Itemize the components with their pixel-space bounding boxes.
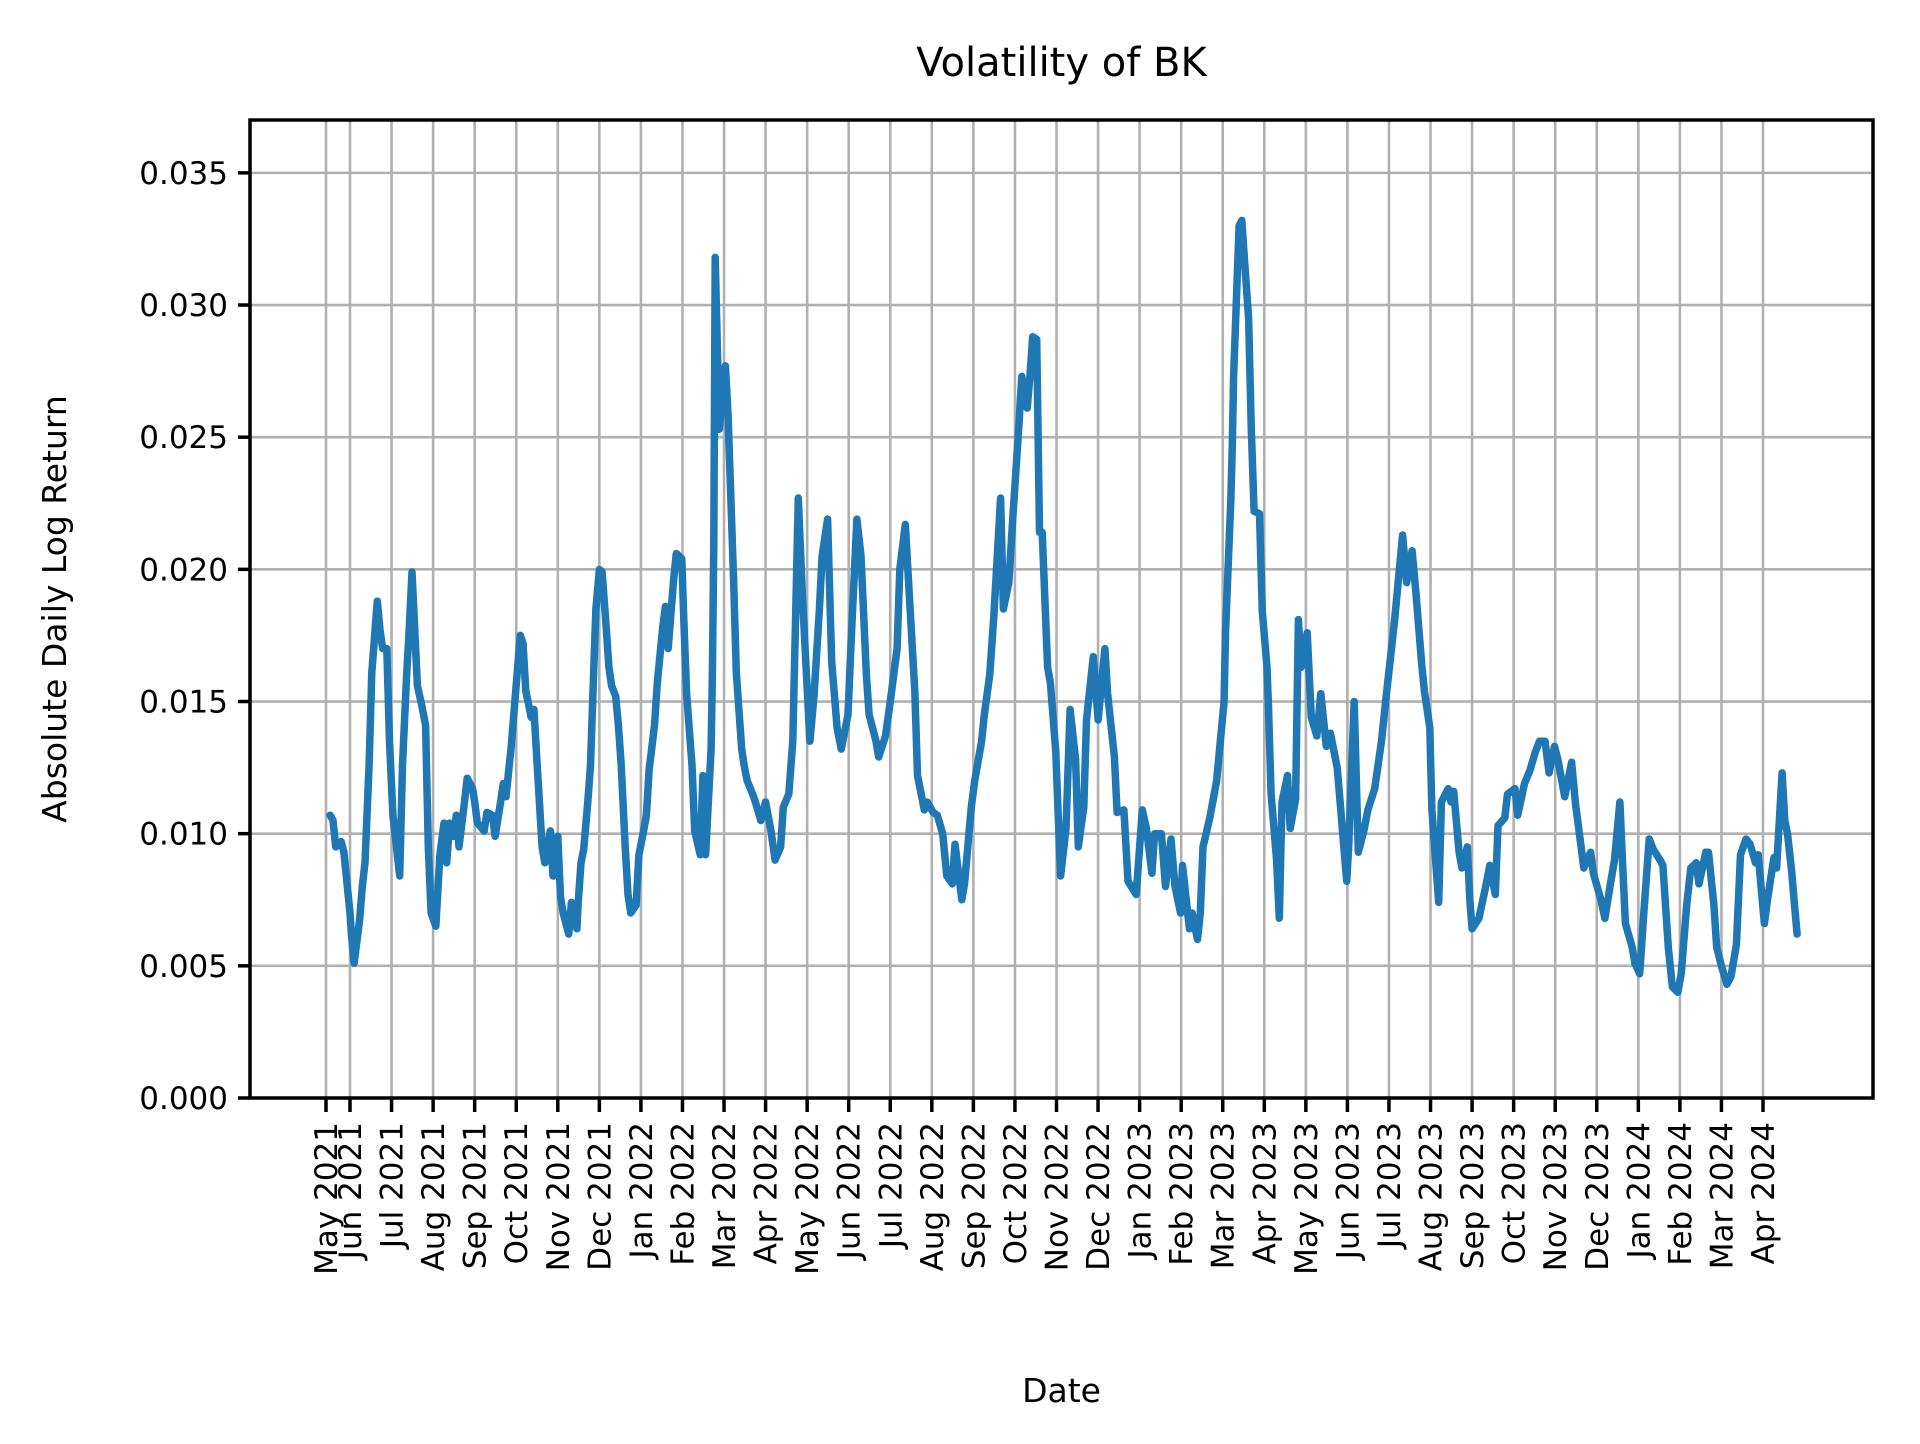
x-tick-label: Aug 2022 [915, 1122, 951, 1271]
x-tick-label: Nov 2021 [541, 1122, 577, 1271]
x-tick-label: Mar 2022 [707, 1122, 743, 1269]
x-tick-label: Feb 2022 [665, 1122, 701, 1266]
x-tick-label: Oct 2023 [1497, 1122, 1533, 1264]
x-tick-label: May 2022 [790, 1122, 826, 1275]
x-tick-label: Jul 2023 [1372, 1122, 1408, 1250]
x-tick-label: Nov 2022 [1040, 1122, 1076, 1271]
x-tick-label: Mar 2024 [1704, 1122, 1740, 1269]
x-tick-label: Apr 2023 [1247, 1122, 1283, 1264]
y-tick-label: 0.020 [139, 552, 228, 588]
y-tick-label: 0.010 [139, 817, 228, 853]
x-tick-label: Apr 2022 [749, 1122, 785, 1264]
y-tick-label: 0.030 [139, 288, 228, 324]
chart-title: Volatility of BK [916, 40, 1208, 86]
x-tick-label: Nov 2023 [1538, 1122, 1574, 1271]
grid-lines [250, 120, 1873, 1100]
y-tick-label: 0.015 [139, 685, 228, 721]
y-tick-label: 0.005 [139, 949, 228, 985]
x-tick-label: Dec 2021 [582, 1122, 618, 1271]
x-tick-label: Jun 2021 [333, 1122, 369, 1261]
x-tick-label: May 2023 [1289, 1122, 1325, 1275]
x-tick-label: Feb 2024 [1663, 1122, 1699, 1266]
x-tick-label: Oct 2021 [499, 1122, 535, 1264]
x-tick-label: Apr 2024 [1746, 1122, 1782, 1264]
x-tick-label: Jan 2023 [1123, 1122, 1159, 1261]
x-axis-label: Date [1022, 1371, 1101, 1410]
plot-border [248, 118, 1875, 1100]
x-tick-label: Dec 2022 [1081, 1122, 1117, 1271]
y-axis-label: Absolute Daily Log Return [35, 395, 74, 823]
x-tick-label: Oct 2022 [998, 1122, 1034, 1264]
x-tick-label: Mar 2023 [1206, 1122, 1242, 1269]
x-tick-label: Aug 2021 [416, 1122, 452, 1271]
data-line-series [326, 216, 1801, 997]
y-tick-label: 0.000 [139, 1081, 228, 1117]
y-tick-label: 0.035 [139, 156, 228, 192]
x-tick-label: Jun 2022 [832, 1122, 868, 1261]
x-tick-label: Sep 2022 [956, 1122, 992, 1269]
y-tick-label: 0.025 [139, 420, 228, 456]
x-tick-label: Sep 2023 [1455, 1122, 1491, 1269]
x-tick-label: Jan 2024 [1621, 1122, 1657, 1261]
x-tick-label: Sep 2021 [458, 1122, 494, 1269]
x-tick-label: Jun 2023 [1330, 1122, 1366, 1261]
y-axis-ticks: 0.000 0.005 0.010 0.015 0.020 0.025 0.030 0.035 [139, 156, 250, 1117]
x-tick-label: Aug 2023 [1414, 1122, 1450, 1271]
data-series-layer [326, 216, 1801, 997]
x-tick-label: Jul 2022 [873, 1122, 909, 1250]
x-tick-label: Feb 2023 [1164, 1122, 1200, 1266]
x-tick-label: Jan 2022 [624, 1122, 660, 1261]
x-tick-label: Dec 2023 [1580, 1122, 1616, 1271]
x-tick-label: May 2021 [309, 1122, 345, 1275]
x-tick-label: Jul 2021 [375, 1122, 411, 1250]
